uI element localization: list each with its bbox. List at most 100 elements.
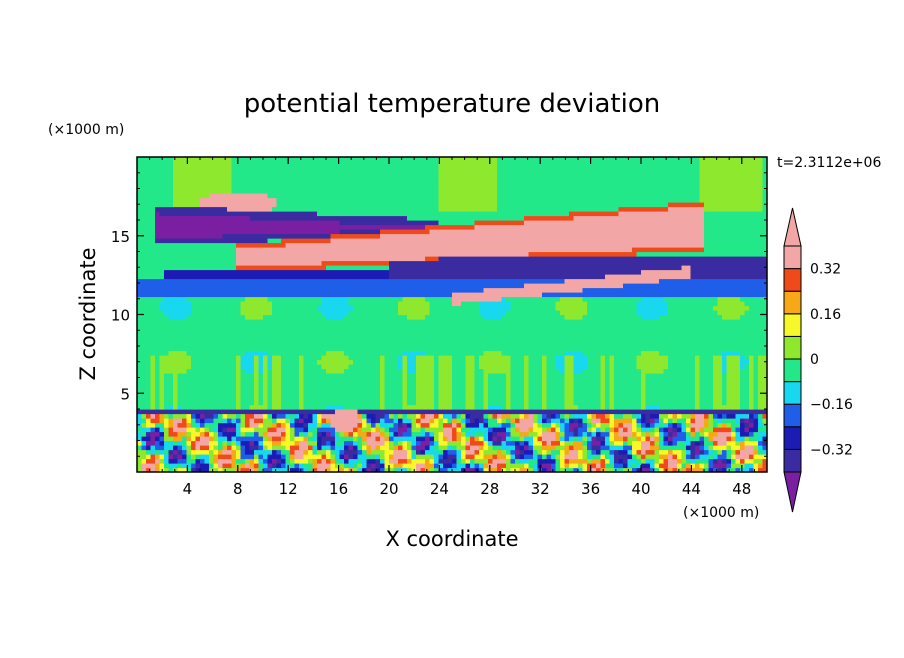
heatmap-cell (758, 364, 767, 370)
heatmap-cell (173, 166, 233, 172)
heatmap-cell (353, 427, 359, 433)
heatmap-cell (681, 454, 687, 460)
heatmap-cell (659, 458, 665, 464)
heatmap-cell (515, 458, 521, 464)
heatmap-cell (713, 422, 719, 428)
heatmap-cell (407, 391, 417, 397)
x-axis-ticks: 4 8 12 16 20 24 28 32 36 40 44 48 (149, 157, 755, 498)
heatmap-cell (263, 467, 273, 472)
heatmap-cell (348, 310, 399, 316)
heatmap-cell (497, 431, 507, 437)
heatmap-cell (533, 454, 539, 460)
heatmap-cell (317, 305, 354, 311)
heatmap-cell (303, 422, 309, 428)
heatmap-cell (173, 161, 233, 167)
heatmap-cell (137, 193, 174, 199)
heatmap-cell (137, 310, 165, 316)
heatmap-cell (267, 427, 278, 433)
heatmap-cell (137, 337, 767, 343)
heatmap-cell (195, 427, 201, 433)
heatmap-cell (290, 449, 296, 455)
heatmap-cell (438, 454, 444, 460)
heatmap-cell (438, 256, 767, 262)
heatmap-cell (524, 404, 530, 410)
heatmap-cell (479, 301, 512, 307)
heatmap-cell (137, 400, 152, 406)
heatmap-cell (389, 436, 395, 442)
heatmap-cell (614, 463, 624, 469)
heatmap-cell (636, 449, 642, 455)
heatmap-cell (573, 427, 579, 433)
heatmap-cell (533, 445, 543, 451)
heatmap-cell (542, 386, 548, 392)
heatmap-cell (740, 355, 746, 361)
heatmap-cell (686, 463, 692, 469)
heatmap-cell (137, 242, 237, 248)
heatmap-cell (704, 220, 767, 226)
heatmap-cell (555, 305, 588, 311)
heatmap-cell (618, 206, 669, 212)
heatmap-cell (137, 373, 152, 379)
heatmap-cell (159, 355, 192, 361)
heatmap-cell (393, 418, 399, 424)
heatmap-cell (740, 458, 746, 464)
heatmap-cell (654, 422, 660, 428)
heatmap-cell (150, 373, 156, 379)
heatmap-cell (416, 373, 435, 379)
heatmap-cell (713, 395, 723, 401)
heatmap-cell (263, 386, 269, 392)
heatmap-cell (591, 445, 602, 451)
heatmap-cell (681, 467, 687, 472)
heatmap-cell (452, 413, 458, 419)
heatmap-cell (303, 400, 381, 406)
heatmap-cell (605, 368, 611, 374)
heatmap-cell (731, 431, 737, 437)
heatmap-cell (668, 359, 696, 365)
heatmap-cell (749, 377, 755, 383)
heatmap-cell (416, 463, 426, 469)
heatmap-cell (281, 364, 300, 370)
heatmap-cell (213, 454, 219, 460)
heatmap-cell (587, 310, 638, 316)
heatmap-cell (510, 382, 525, 388)
heatmap-cell (380, 386, 386, 392)
heatmap-cell (605, 458, 611, 464)
heatmap-cell (339, 449, 345, 455)
x-tick-label: 12 (279, 480, 298, 498)
time-label: t=2.3112e+06 (777, 155, 881, 171)
heatmap-cell (240, 382, 255, 388)
heatmap-cell (704, 463, 710, 469)
heatmap-cell (209, 458, 215, 464)
heatmap-cell (605, 373, 611, 379)
heatmap-cell (137, 251, 237, 257)
heatmap-cell (546, 427, 552, 433)
heatmap-cell (528, 364, 543, 370)
heatmap-cell (375, 458, 381, 464)
heatmap-cell (501, 350, 566, 356)
heatmap-cell (177, 404, 183, 410)
heatmap-cell (222, 427, 228, 433)
heatmap-cell (173, 175, 233, 181)
heatmap-cell (438, 431, 444, 437)
heatmap-cell (267, 463, 273, 469)
heatmap-cell (353, 454, 359, 460)
heatmap-cell (564, 391, 575, 397)
heatmap-cell (740, 382, 750, 388)
heatmap-cell (627, 454, 633, 460)
heatmap-cell (137, 229, 156, 235)
heatmap-cell (510, 418, 516, 424)
heatmap-cell (713, 413, 719, 419)
heatmap-cell (587, 413, 593, 419)
heatmap-cell (641, 314, 660, 320)
heatmap-cell (533, 422, 539, 428)
heatmap-cell (146, 413, 152, 419)
heatmap-cell (398, 301, 431, 307)
heatmap-cell (528, 463, 534, 469)
heatmap-cell (384, 359, 399, 365)
heatmap-cell (267, 413, 273, 419)
heatmap-cell (560, 310, 588, 316)
heatmap-cell (452, 364, 467, 370)
heatmap-cell (231, 454, 237, 460)
heatmap-cell (276, 418, 287, 424)
heatmap-cell (402, 400, 408, 406)
